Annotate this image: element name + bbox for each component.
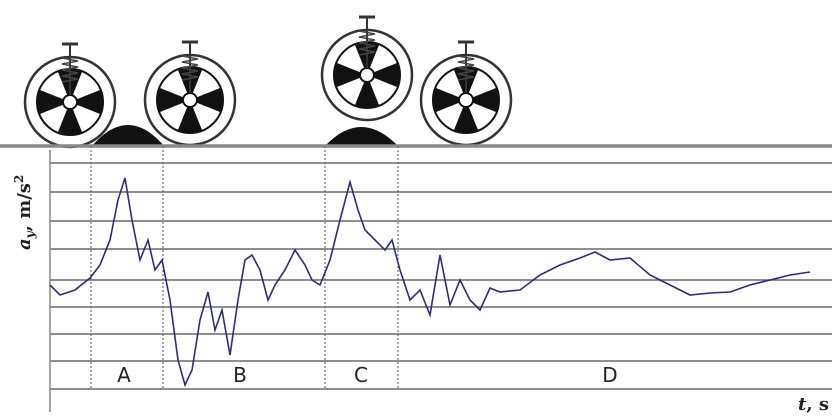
acceleration-trace: [50, 178, 810, 385]
x-unit: , s: [806, 394, 829, 415]
segment-label: A: [117, 363, 131, 387]
y-unit: , m/s: [14, 183, 35, 231]
y-axis-label: ay, m/s2: [12, 175, 37, 250]
segment-label: D: [602, 363, 617, 387]
grid: [50, 146, 832, 412]
y-symbol: a: [14, 238, 35, 250]
x-axis-label: t, s: [798, 394, 829, 415]
segment-label: C: [354, 363, 368, 387]
wheels: [25, 17, 511, 147]
y-superscript: 2: [12, 175, 26, 183]
figure: A B C D ay, m/s2 t, s: [0, 0, 832, 418]
segment-label: B: [233, 363, 247, 387]
bump: [325, 127, 398, 146]
